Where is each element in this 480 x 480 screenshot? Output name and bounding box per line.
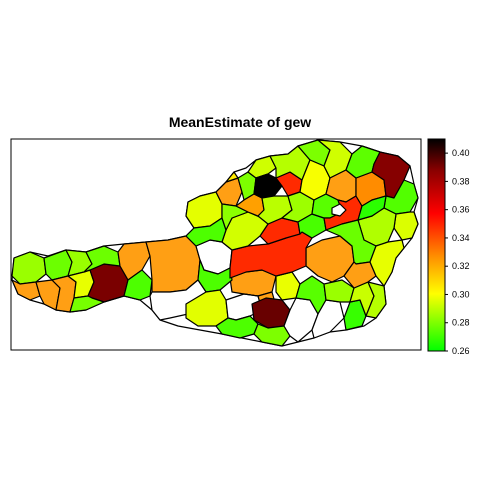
legend-colorbar: [427, 138, 446, 352]
map-title: MeanEstimate of gew: [169, 114, 311, 130]
legend-ticks: 0.40 0.38 0.36 0.34 0.32 0.30 0.28 0.26: [445, 148, 470, 356]
legend-tick-label: 0.36: [452, 205, 470, 215]
austria-map: [11, 139, 419, 347]
legend-tick-label: 0.30: [452, 289, 470, 299]
plot-frame: [10, 138, 422, 351]
legend-tick-label: 0.26: [452, 346, 470, 356]
legend-tick-label: 0.38: [452, 176, 470, 186]
legend: 0.40 0.38 0.36 0.34 0.32 0.30 0.28 0.26: [427, 138, 470, 356]
legend-tick-label: 0.32: [452, 261, 470, 271]
legend-tick-label: 0.34: [452, 233, 470, 243]
legend-tick-label: 0.28: [452, 318, 470, 328]
legend-tick-label: 0.40: [452, 148, 470, 158]
